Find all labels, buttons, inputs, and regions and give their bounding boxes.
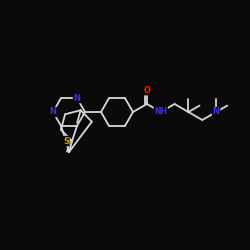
Text: N: N	[213, 108, 220, 116]
Text: N: N	[74, 94, 80, 103]
Text: NH: NH	[154, 108, 167, 116]
Text: S: S	[63, 136, 69, 145]
Text: N: N	[50, 108, 56, 116]
Text: O: O	[143, 86, 150, 95]
